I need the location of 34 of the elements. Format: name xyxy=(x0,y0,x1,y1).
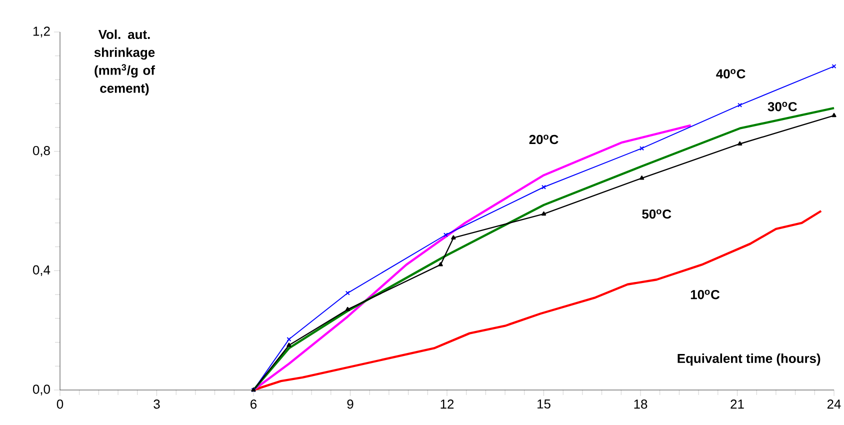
point xyxy=(286,342,292,347)
series-label: 20$^{o}$C xyxy=(529,134,558,144)
y-tick-label: 1,2 xyxy=(33,26,50,38)
point xyxy=(443,232,448,238)
point xyxy=(832,112,836,118)
y-axis-title: Vol. aut. shrinkage (mm$^{3}$/g of cement) xyxy=(94,30,155,96)
point xyxy=(345,290,350,296)
series-label: 40$^{o}$C xyxy=(716,69,746,78)
y-tick-label: 0,8 xyxy=(32,146,50,157)
point xyxy=(640,146,644,151)
y-tick-label: 0,0 xyxy=(32,384,50,396)
series-label: 10$^{o}$C xyxy=(690,290,720,300)
series-label: 30$^{o}$C xyxy=(768,102,797,112)
point xyxy=(738,141,742,146)
point xyxy=(541,211,546,216)
point xyxy=(286,337,292,342)
x-tick-label: 15 xyxy=(538,400,550,409)
x-tick-label: 6 xyxy=(250,400,257,409)
x-tick-label: 21 xyxy=(730,400,744,409)
point xyxy=(541,184,546,190)
x-tick-label: 0 xyxy=(56,400,64,409)
x-tick-label: 9 xyxy=(347,400,354,409)
y-tick-label: 0,4 xyxy=(32,265,50,276)
x-axis-title: Equivalent time (hours) xyxy=(678,354,820,366)
text: 50$^{o}$C xyxy=(642,209,672,219)
x-tick-label: 12 xyxy=(440,400,454,409)
point xyxy=(639,176,644,180)
point xyxy=(738,102,742,108)
point xyxy=(438,262,443,266)
x-tick-label: 3 xyxy=(154,400,160,409)
point xyxy=(345,306,350,312)
point xyxy=(451,235,456,240)
x-tick-label: 24 xyxy=(827,400,841,409)
x-tick-label: 18 xyxy=(634,400,648,409)
